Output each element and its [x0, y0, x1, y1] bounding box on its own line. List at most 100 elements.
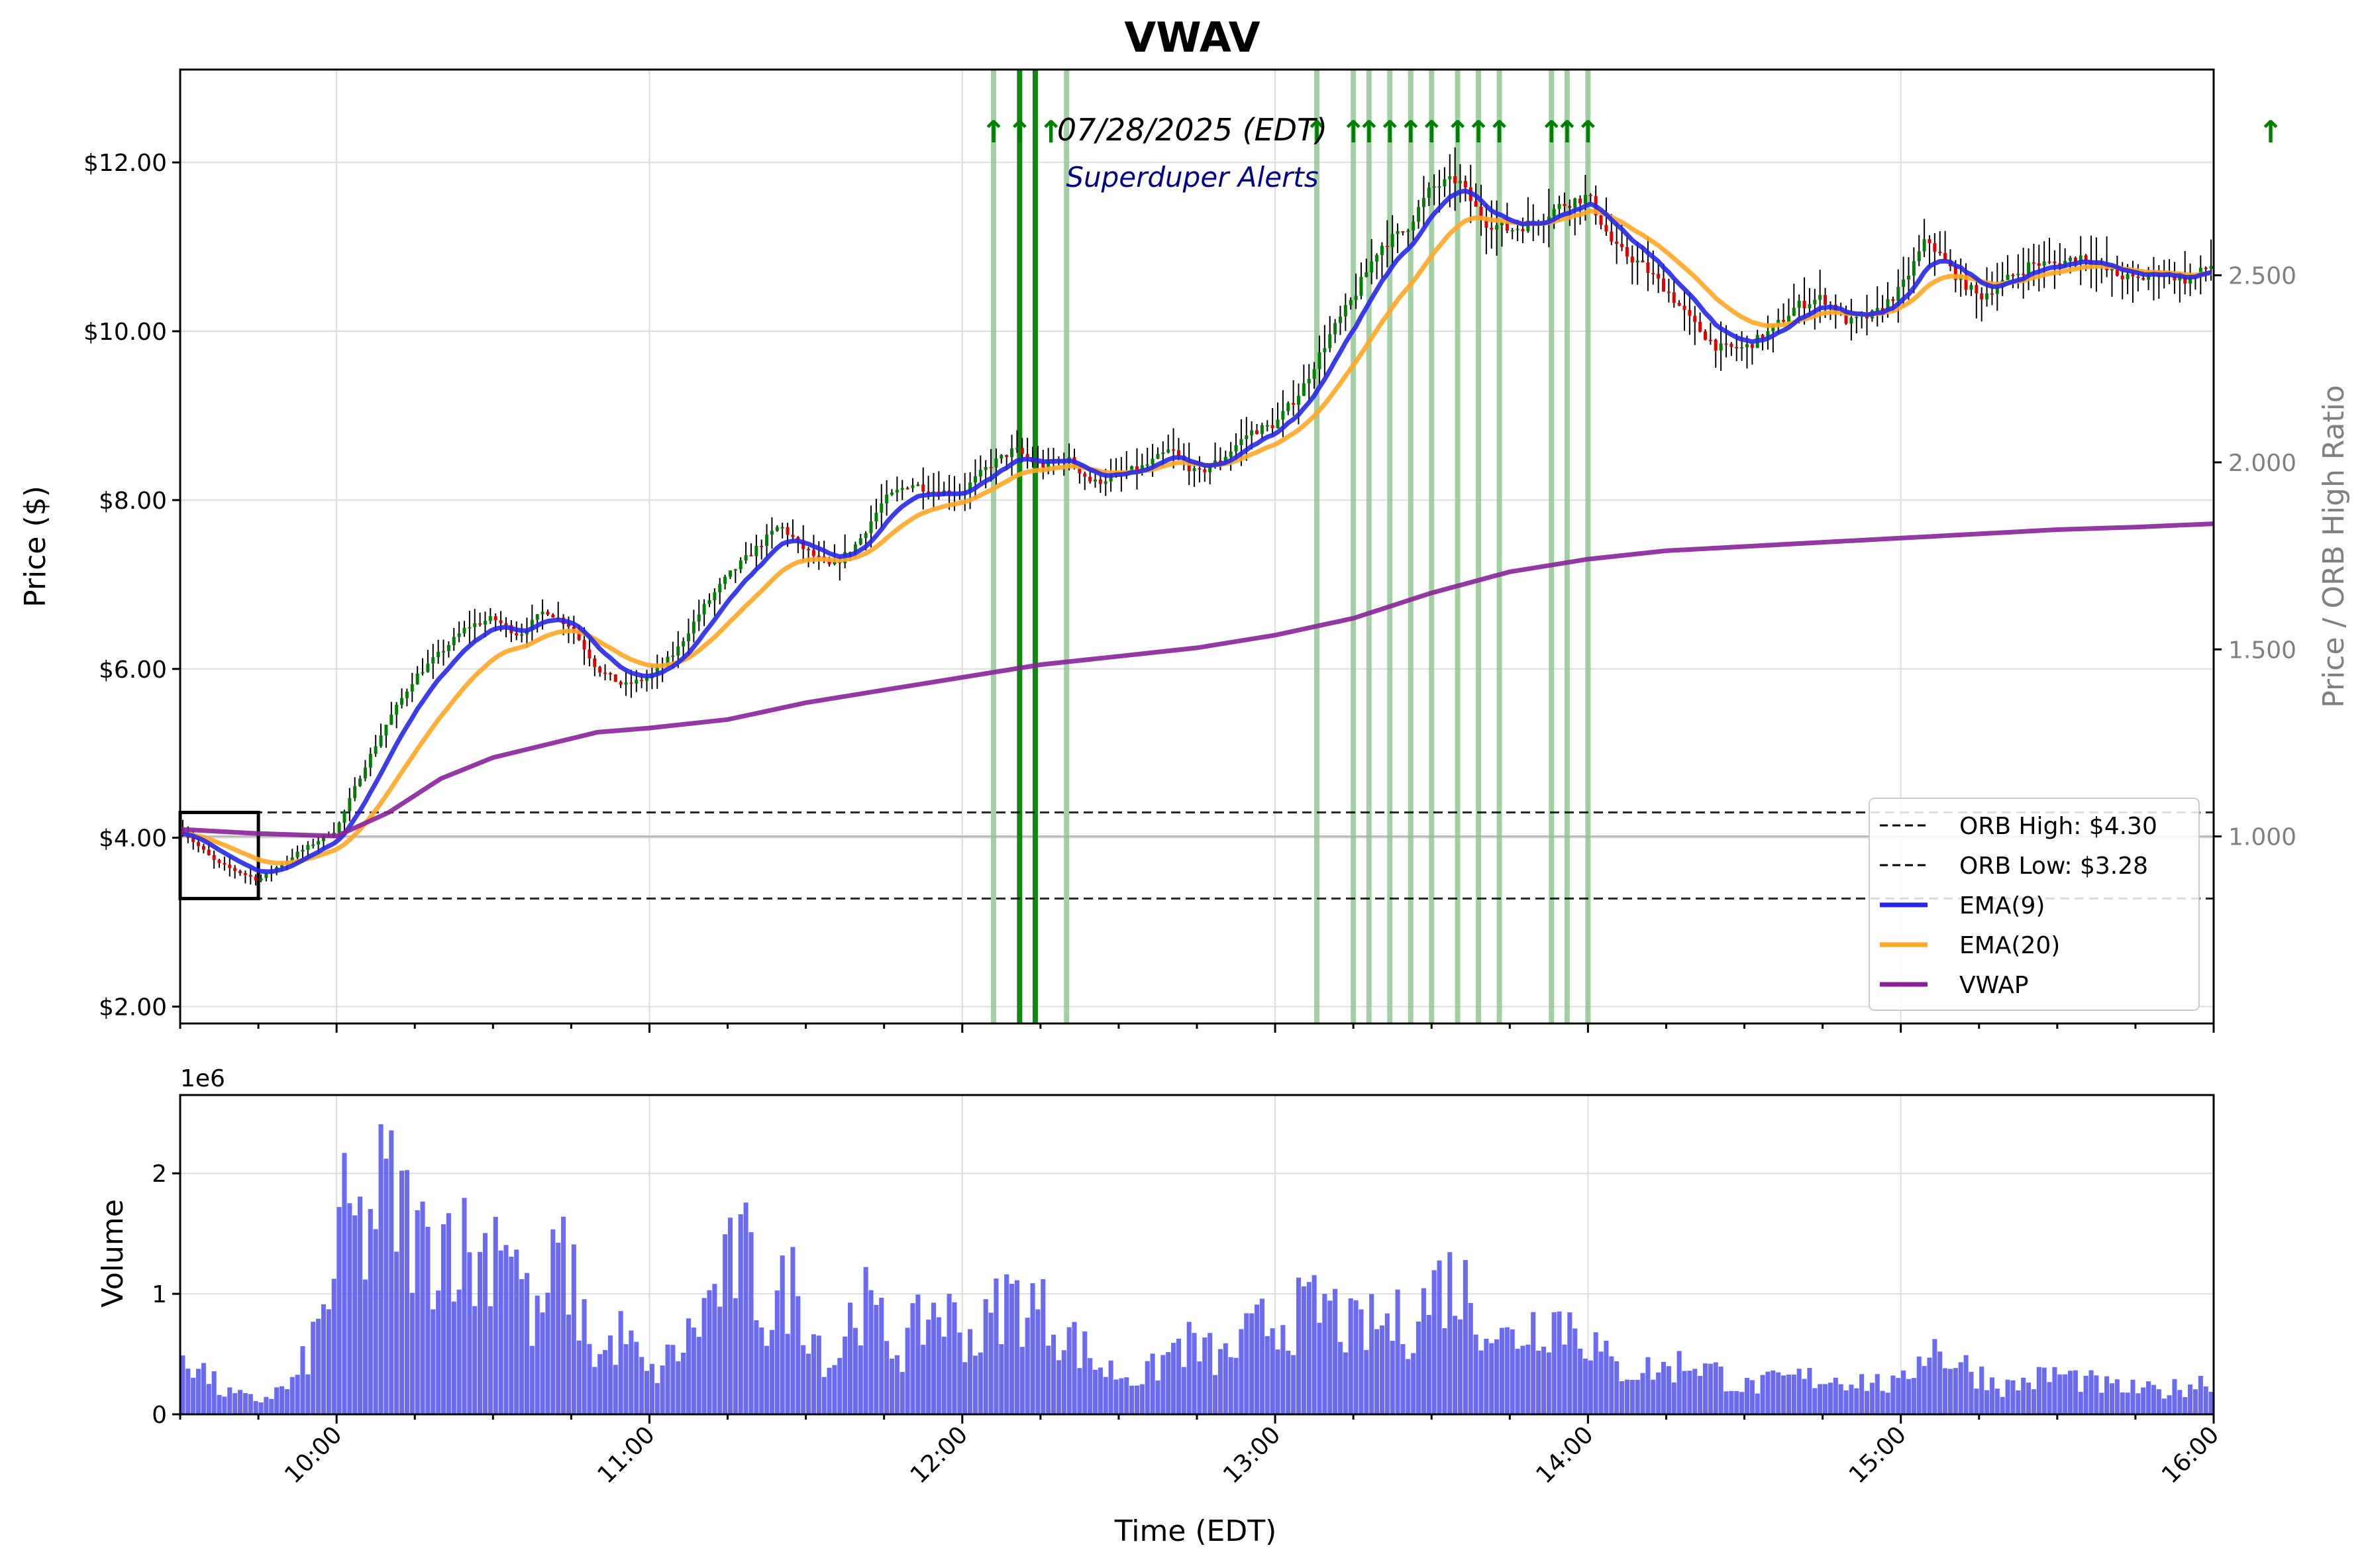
candle-body — [1349, 299, 1353, 305]
candle-body — [1172, 449, 1176, 451]
volume-bar — [884, 1341, 890, 1414]
volume-bar — [1411, 1353, 1416, 1414]
volume-bar — [1588, 1360, 1593, 1414]
candle-body — [1292, 403, 1296, 405]
candle-body — [697, 614, 701, 622]
candle-body — [629, 682, 633, 684]
volume-bar — [676, 1361, 681, 1414]
volume-bar — [1327, 1300, 1333, 1414]
candle-body — [1041, 462, 1045, 468]
volume-bar — [806, 1353, 811, 1414]
candle-body — [217, 860, 221, 863]
volume-bar — [1197, 1361, 1202, 1414]
volume-bar — [1880, 1390, 1885, 1414]
candle-body — [1437, 186, 1441, 188]
volume-bar — [1645, 1357, 1651, 1414]
volume-bar — [373, 1229, 378, 1414]
candle-body — [1255, 430, 1259, 435]
candle-body — [541, 611, 544, 615]
candle-body — [1714, 339, 1718, 351]
volume-tick-label: 2 — [152, 1161, 167, 1188]
candle-body — [1036, 462, 1040, 464]
candle-body — [1824, 295, 1827, 305]
volume-bar — [1911, 1378, 1916, 1414]
candle-body — [687, 633, 690, 642]
volume-bar — [519, 1279, 525, 1414]
volume-tick-label: 0 — [152, 1402, 167, 1429]
candle-body — [1510, 230, 1514, 232]
candle-body — [1578, 198, 1582, 204]
candle-body — [1390, 234, 1394, 248]
volume-bar — [1406, 1359, 1411, 1414]
candle-body — [817, 556, 821, 558]
volume-bar — [1818, 1384, 1823, 1414]
candle-body — [1166, 449, 1170, 453]
candle-body — [363, 767, 367, 779]
candle-body — [493, 616, 497, 621]
volume-bar — [545, 1292, 550, 1414]
volume-bar — [472, 1306, 478, 1414]
volume-bar — [1843, 1390, 1849, 1414]
candle-body — [1417, 207, 1421, 222]
candle-body — [1672, 292, 1676, 303]
ratio-tick-label: 2.500 — [2228, 263, 2296, 290]
volume-bar — [2057, 1374, 2063, 1414]
volume-bar — [968, 1329, 973, 1414]
candle-body — [1406, 230, 1410, 233]
legend-box — [1869, 798, 2200, 1011]
volume-bar — [488, 1306, 493, 1414]
legend-label: EMA(9) — [1959, 892, 2045, 919]
candle-body — [1761, 335, 1765, 340]
candle-body — [2120, 276, 2124, 280]
candle-body — [1297, 395, 1300, 405]
volume-bar — [2198, 1375, 2203, 1414]
candle-body — [624, 682, 628, 685]
volume-bar — [1019, 1347, 1025, 1414]
volume-bar — [947, 1294, 952, 1414]
volume-bar — [389, 1130, 394, 1414]
candle-body — [2198, 268, 2202, 275]
candle-body — [1000, 454, 1004, 459]
candle-body — [1985, 293, 1989, 299]
volume-bar — [1661, 1361, 1667, 1414]
candle-body — [1604, 225, 1608, 232]
candle-body — [395, 704, 399, 715]
volume-bar — [1155, 1380, 1160, 1414]
volume-bar — [1864, 1390, 1870, 1414]
candle-body — [1370, 261, 1374, 273]
volume-bar — [936, 1317, 941, 1414]
volume-bar — [1233, 1357, 1239, 1414]
volume-bar — [2136, 1393, 2141, 1414]
legend: ORB High: $4.30 ORB Low: $3.28 EMA(9) EMA(2… — [1869, 798, 2200, 1011]
candle-body — [348, 798, 352, 811]
candle-body — [1776, 319, 1780, 325]
volume-bar — [1072, 1322, 1077, 1414]
volume-bar — [2047, 1382, 2052, 1414]
volume-bar — [926, 1320, 931, 1414]
ema9-line — [182, 188, 2212, 874]
candle-body — [1479, 206, 1483, 220]
volume-bar — [1536, 1350, 1541, 1414]
candle-body — [692, 621, 695, 634]
volume-bar — [1312, 1275, 1317, 1414]
volume-bar — [456, 1289, 462, 1414]
volume-bar — [1520, 1345, 1525, 1414]
volume-bar — [1620, 1381, 1625, 1414]
volume-bar — [1166, 1352, 1171, 1414]
candle-body — [1657, 274, 1661, 279]
volume-bar — [1113, 1379, 1119, 1414]
volume-bar — [222, 1396, 227, 1414]
volume-bar — [707, 1290, 712, 1414]
volume-bar — [2151, 1385, 2157, 1414]
candle-body — [1281, 411, 1285, 420]
candle-body — [1312, 369, 1316, 379]
volume-bar — [1838, 1384, 1843, 1414]
volume-bar — [1901, 1370, 1906, 1414]
candle-body — [530, 619, 534, 631]
volume-bar — [2141, 1387, 2146, 1414]
candle-body — [608, 673, 612, 675]
candle-body — [1662, 278, 1666, 292]
candle-body — [1286, 403, 1290, 411]
volume-bar — [660, 1365, 665, 1414]
candle-body — [1995, 287, 1999, 294]
